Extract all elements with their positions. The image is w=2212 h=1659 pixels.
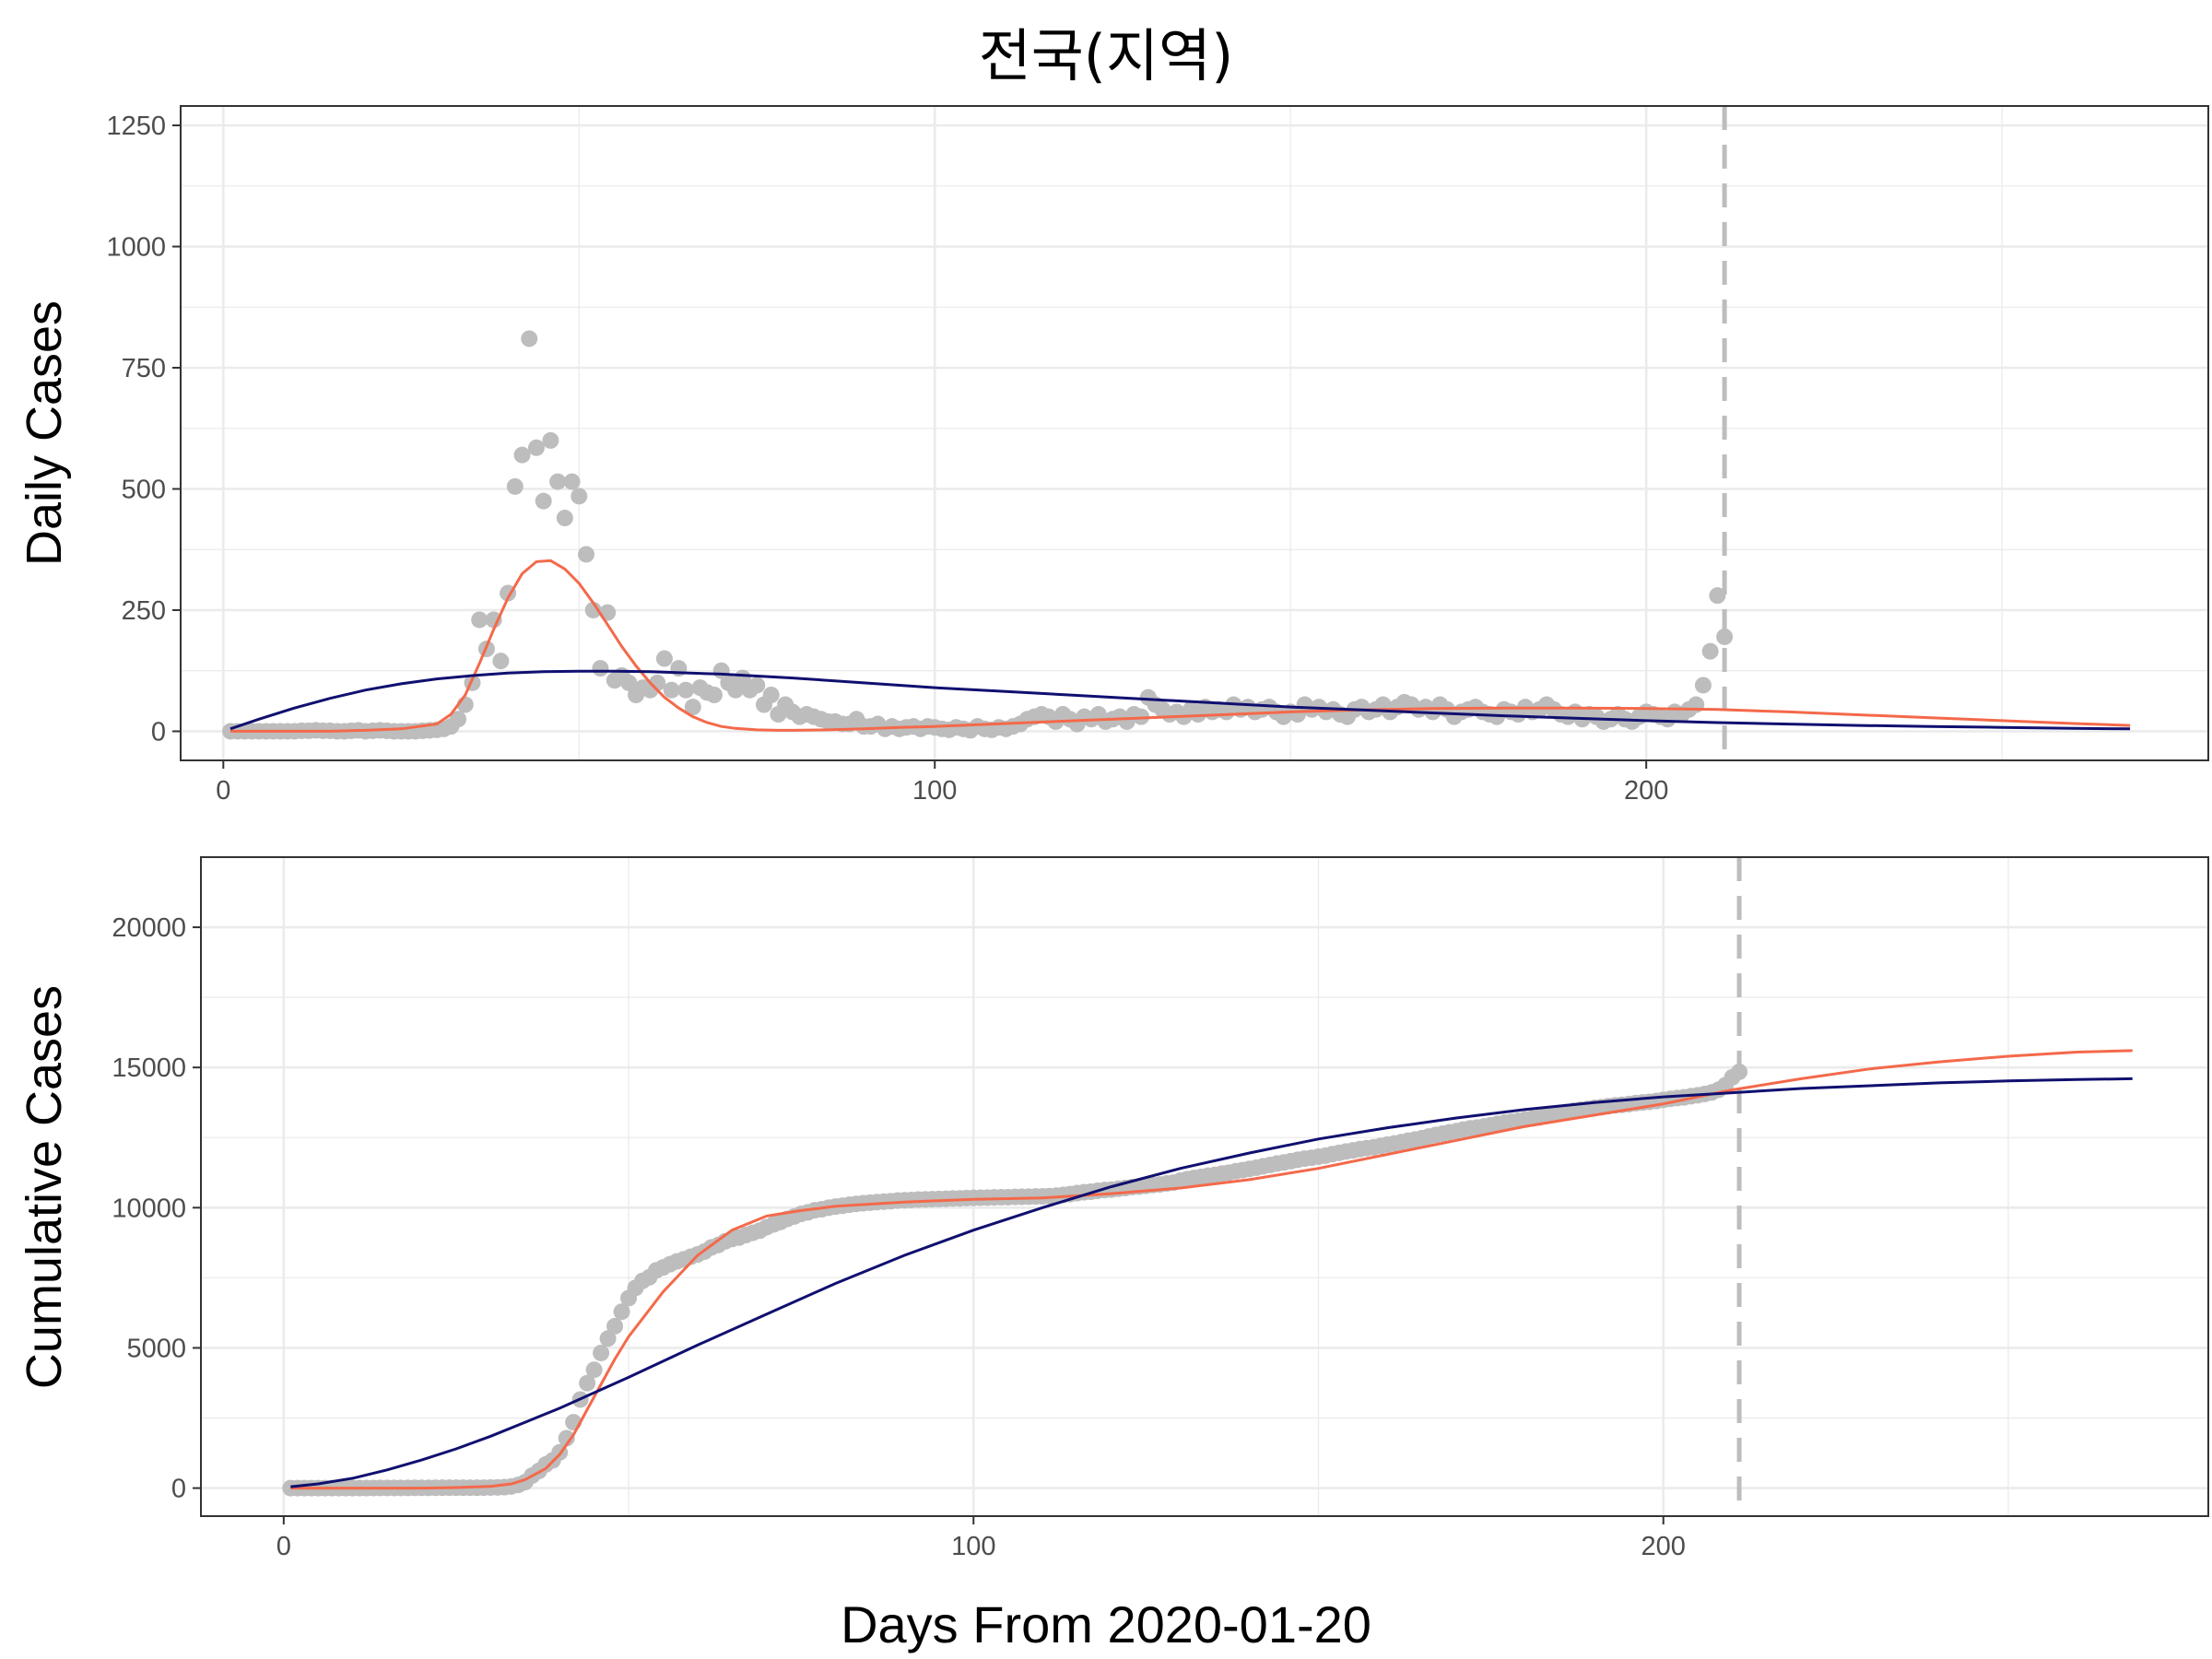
data-point — [556, 510, 573, 527]
y-tick-label: 1250 — [106, 112, 166, 141]
data-point — [705, 687, 723, 703]
data-point — [563, 473, 581, 490]
x-tick-label: 0 — [216, 776, 230, 806]
daily-cases-panel: 0 100 200 0 250 500 750 1000 1250 Daily Cases — [17, 105, 2209, 806]
data-point — [535, 492, 552, 510]
data-point — [485, 611, 502, 629]
x-tick-label: 200 — [1624, 776, 1668, 806]
data-point — [578, 546, 594, 563]
data-point — [1716, 628, 1734, 645]
y-tick-label: 15000 — [112, 1053, 186, 1083]
data-point — [584, 601, 602, 618]
y-tick-label: 0 — [151, 717, 166, 747]
data-point — [599, 604, 617, 621]
data-point — [471, 611, 488, 629]
data-point — [748, 677, 766, 694]
data-point — [677, 681, 695, 699]
data-point — [542, 431, 559, 449]
data-point — [620, 674, 638, 691]
y-tick-label: 500 — [122, 475, 166, 504]
cumulative-panel-background — [201, 857, 2208, 1516]
data-point — [1709, 587, 1726, 605]
data-point — [655, 650, 673, 667]
x-tick-label: 200 — [1641, 1532, 1686, 1561]
data-point — [549, 473, 567, 490]
y-tick-label: 1000 — [106, 233, 166, 263]
data-point — [579, 1374, 596, 1392]
cumulative-y-axis-label: Cumulative Cases — [17, 985, 72, 1389]
daily-panel-border — [180, 105, 2209, 761]
data-point — [1694, 677, 1712, 694]
navy-fit-line — [229, 669, 2131, 731]
data-point — [513, 446, 531, 464]
data-point — [727, 681, 745, 699]
data-point — [1701, 642, 1719, 660]
data-point — [1731, 1063, 1748, 1080]
data-point — [521, 330, 538, 347]
data-point — [599, 1330, 617, 1347]
cumulative-ticks: 0 100 200 0 5000 10000 15000 20000 — [112, 913, 1686, 1561]
daily-fit-lines — [229, 559, 2131, 733]
daily-ticks: 0 100 200 0 250 500 750 1000 1250 — [106, 112, 1668, 806]
y-tick-label: 250 — [122, 596, 166, 626]
data-point — [684, 699, 701, 716]
x-tick-label: 100 — [912, 776, 957, 806]
data-point — [585, 1361, 603, 1379]
red-fit-line — [230, 559, 2131, 733]
data-point — [571, 488, 588, 505]
x-tick-label: 100 — [951, 1532, 995, 1561]
cumulative-fit-lines — [290, 1049, 2133, 1490]
data-point — [663, 681, 680, 699]
data-point — [762, 687, 780, 703]
y-tick-label: 750 — [122, 354, 166, 383]
daily-y-axis-label: Daily Cases — [17, 300, 72, 566]
x-tick-label: 0 — [276, 1532, 291, 1561]
data-point — [527, 439, 545, 456]
y-tick-label: 5000 — [126, 1334, 186, 1363]
data-point — [593, 1344, 610, 1361]
y-tick-label: 0 — [171, 1475, 186, 1504]
x-axis-label: Days From 2020-01-20 — [841, 1595, 1371, 1653]
cumulative-panel-border — [200, 856, 2209, 1517]
data-point — [492, 653, 510, 670]
y-tick-label: 20000 — [112, 913, 186, 943]
data-point — [558, 1430, 575, 1447]
y-tick-label: 10000 — [112, 1194, 186, 1223]
navy-fit-line — [290, 1077, 2133, 1488]
data-point — [506, 477, 524, 495]
data-point — [450, 711, 467, 728]
data-point — [592, 660, 609, 677]
daily-grid — [181, 106, 2208, 760]
chart-title: 전국(지역) — [978, 22, 1234, 89]
cumulative-cases-panel: 0 100 200 0 5000 10000 15000 20000 Cumulative C… — [17, 856, 2209, 1561]
daily-panel-background — [181, 106, 2208, 760]
data-point — [606, 1317, 624, 1335]
data-point — [613, 1303, 630, 1321]
